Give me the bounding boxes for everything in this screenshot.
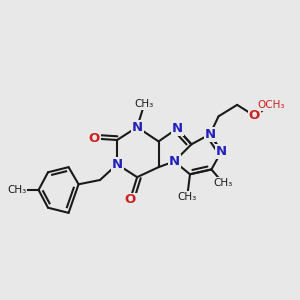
- Text: N: N: [112, 158, 123, 171]
- Text: CH₃: CH₃: [178, 192, 197, 202]
- Text: O: O: [89, 132, 100, 145]
- Text: CH₃: CH₃: [8, 185, 27, 195]
- Text: OCH₃: OCH₃: [258, 100, 285, 110]
- Text: CH₃: CH₃: [213, 178, 232, 188]
- Text: N: N: [172, 122, 183, 135]
- Text: CH₃: CH₃: [135, 99, 154, 109]
- Text: O: O: [249, 109, 260, 122]
- Text: N: N: [169, 155, 180, 168]
- Text: N: N: [132, 121, 143, 134]
- Text: O: O: [124, 194, 136, 206]
- Text: N: N: [204, 128, 216, 141]
- Text: N: N: [216, 145, 227, 158]
